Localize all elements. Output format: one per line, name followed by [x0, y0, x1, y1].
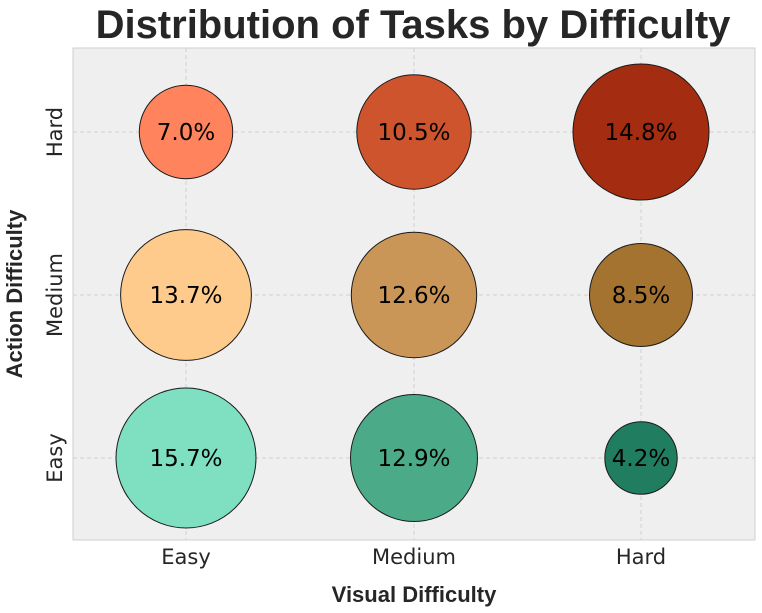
bubble-medium-hard [356, 74, 472, 190]
bubble-label-hard-hard: 14.8% [604, 120, 677, 146]
bubble-label-easy-hard: 7.0% [157, 120, 215, 146]
bubbles: 15.7% 12.9% 4.2% 13.7% 12.6% 8.5% 7.0% 10.5% 14.… [115, 63, 710, 529]
bubble-label-medium-easy: 12.9% [377, 446, 450, 472]
x-tick-hard: Hard [616, 545, 666, 569]
y-tick-labels: Easy Medium Hard [43, 107, 67, 483]
x-axis-label: Visual Difficulty [332, 582, 497, 607]
chart-title: Distribution of Tasks by Difficulty [96, 3, 732, 47]
x-tick-medium: Medium [372, 545, 456, 569]
bubble-easy-medium [120, 229, 252, 361]
bubble-hard-hard [572, 63, 710, 201]
bubble-medium-easy [350, 394, 478, 522]
bubble-label-medium-medium: 12.6% [377, 283, 450, 309]
bubble-label-hard-medium: 8.5% [612, 283, 670, 309]
x-tick-easy: Easy [161, 545, 211, 569]
y-tick-easy: Easy [43, 433, 67, 483]
bubble-label-hard-easy: 4.2% [612, 446, 670, 472]
y-tick-hard: Hard [43, 107, 67, 157]
bubble-easy-hard [138, 84, 234, 180]
bubble-easy-easy [115, 387, 257, 529]
bubble-medium-medium [350, 231, 478, 359]
bubble-label-easy-easy: 15.7% [149, 446, 222, 472]
x-tick-labels: Easy Medium Hard [161, 545, 666, 569]
y-axis-label: Action Difficulty [2, 209, 27, 378]
y-tick-medium: Medium [43, 253, 67, 337]
bubble-hard-medium [589, 243, 693, 347]
bubble-label-easy-medium: 13.7% [149, 283, 222, 309]
bubble-hard-easy [604, 421, 678, 495]
bubble-label-medium-hard: 10.5% [377, 120, 450, 146]
